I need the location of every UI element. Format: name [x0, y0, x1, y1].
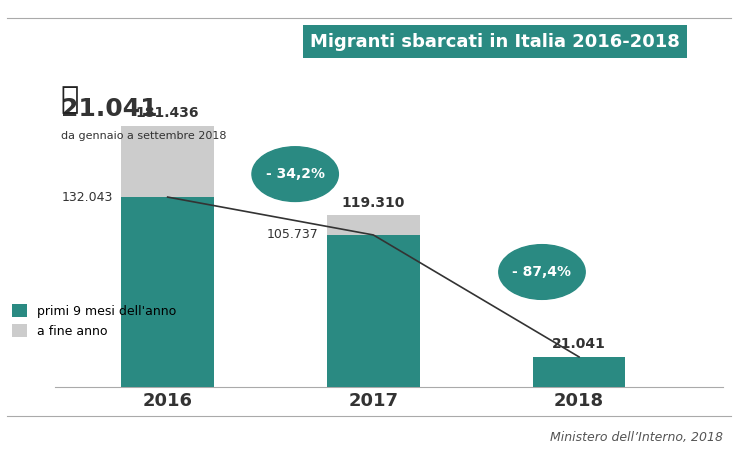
Text: 21.041: 21.041	[552, 337, 606, 351]
Ellipse shape	[252, 147, 338, 201]
Text: 181.436: 181.436	[136, 106, 199, 120]
Text: 132.043: 132.043	[62, 190, 113, 204]
Bar	[121, 197, 214, 387]
Ellipse shape	[499, 245, 585, 299]
Text: Ministero dell’Interno, 2018: Ministero dell’Interno, 2018	[551, 431, 723, 444]
Text: 119.310: 119.310	[342, 195, 405, 210]
Bar	[121, 126, 214, 197]
Bar	[327, 215, 420, 235]
Text: - 87,4%: - 87,4%	[512, 265, 571, 279]
Text: 🚢: 🚢	[61, 85, 79, 114]
Text: da gennaio a settembre 2018: da gennaio a settembre 2018	[61, 131, 226, 141]
Text: - 34,2%: - 34,2%	[266, 167, 325, 181]
Bar	[533, 357, 625, 387]
Text: Migranti sbarcati in Italia 2016-2018: Migranti sbarcati in Italia 2016-2018	[310, 33, 680, 50]
Text: 105.737: 105.737	[267, 228, 319, 242]
Bar	[327, 235, 420, 387]
Legend: primi 9 mesi dell'anno, a fine anno: primi 9 mesi dell'anno, a fine anno	[7, 299, 182, 343]
Text: 21.041: 21.041	[61, 97, 157, 121]
